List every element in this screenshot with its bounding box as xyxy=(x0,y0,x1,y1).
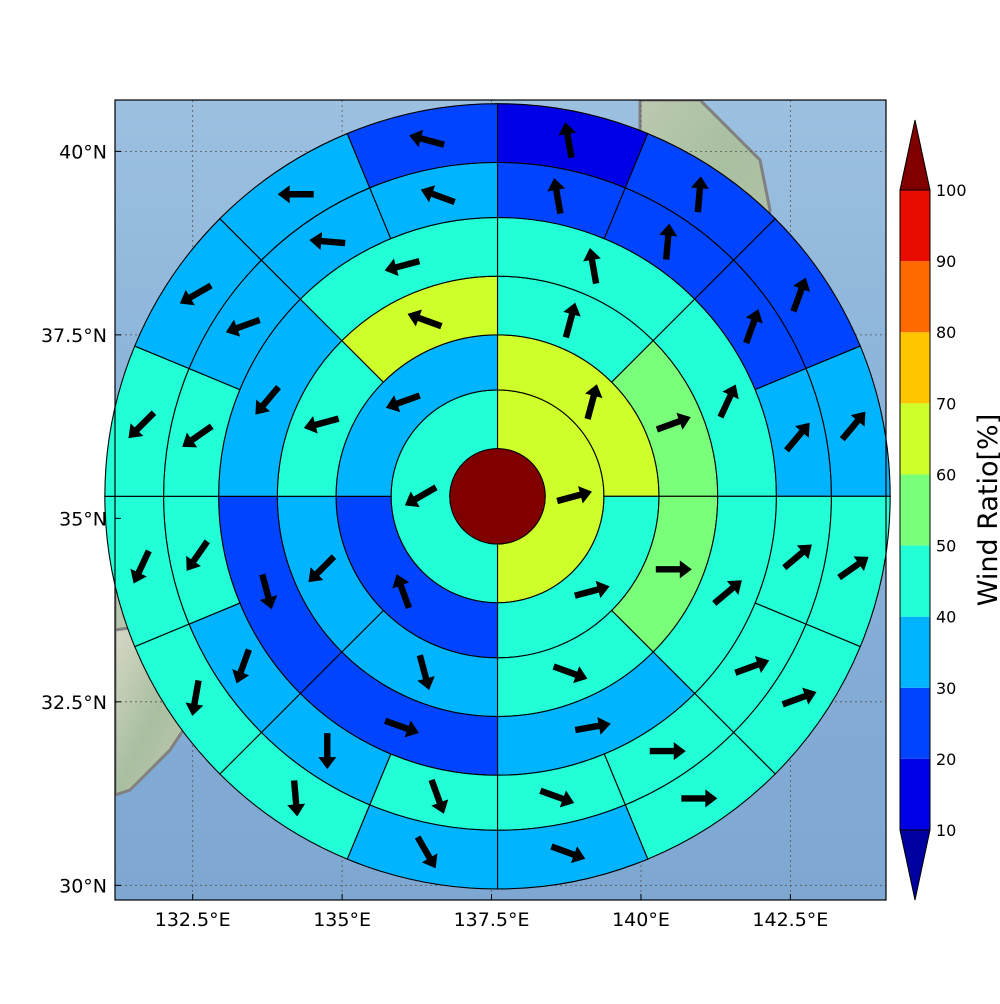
wind-arrow-r3-s3 xyxy=(574,716,611,735)
colorbar-segment-5 xyxy=(900,403,930,475)
colorbar-tick-label-5: 60 xyxy=(936,465,956,484)
wind-arrow-r1-s3 xyxy=(385,392,421,413)
wind-arrow-r5-s8 xyxy=(414,835,438,869)
colorbar-tick-label-1: 20 xyxy=(936,750,956,769)
y-tick-label-2: 35°N xyxy=(59,508,107,530)
x-tick-label-0: 132.5°E xyxy=(155,909,231,931)
wind-arrow-r1-s2 xyxy=(392,574,412,610)
colorbar-segment-3 xyxy=(900,545,930,617)
wind-arrow-r4-s12 xyxy=(182,423,214,448)
wind-arrow-r5-s15 xyxy=(409,129,445,148)
colorbar-segment-0 xyxy=(900,758,930,830)
colorbar-segment-1 xyxy=(900,687,930,759)
y-tick-label-4: 30°N xyxy=(59,875,107,897)
wind-arrow-r4-s13 xyxy=(225,316,261,337)
wind-arrow-r3-s6 xyxy=(255,384,281,415)
colorbar-segment-6 xyxy=(900,332,930,404)
colorbar-tick-label-4: 50 xyxy=(936,537,956,556)
colorbar-tick-label-9: 100 xyxy=(936,181,967,200)
wind-arrow-r5-s4 xyxy=(837,556,869,581)
y-tick-label-1: 37.5°N xyxy=(41,325,107,347)
wind-arrow-r4-s10 xyxy=(232,648,252,684)
colorbar-segment-7 xyxy=(900,261,930,333)
wind-arrow-r4-s8 xyxy=(428,778,449,814)
colorbar-tick-label-6: 70 xyxy=(936,394,956,413)
x-axis-ticks: 132.5°E 135°E 137.5°E 140°E 142.5°E xyxy=(155,894,828,931)
colorbar-segment-8 xyxy=(900,190,930,262)
x-tick-label-2: 137.5°E xyxy=(454,909,530,931)
wind-arrow-r0-s0 xyxy=(556,486,592,505)
wind-arrow-r5-s14 xyxy=(277,185,314,204)
wind-arrow-r1-s0 xyxy=(584,384,603,420)
colorbar-segment-4 xyxy=(900,474,930,546)
x-tick-label-1: 135°E xyxy=(313,909,371,931)
wind-arrow-r2-s6 xyxy=(303,415,340,434)
wind-arrow-r0-s1 xyxy=(404,484,438,508)
colorbar-segment-2 xyxy=(900,616,930,688)
wind-arrow-r4-s15 xyxy=(420,185,456,205)
sector-r5-s15 xyxy=(346,103,499,189)
wind-arrow-r2-s3 xyxy=(552,663,588,684)
wind-arrow-r4-s2 xyxy=(743,309,763,345)
wind-arrow-r5-s1 xyxy=(690,176,709,213)
colorbar-tick-label-7: 80 xyxy=(936,323,956,342)
wind-arrow-r2-s2 xyxy=(655,560,692,579)
wind-arrow-r4-s5 xyxy=(734,656,770,676)
wind-arrow-r5-s10 xyxy=(185,679,204,716)
wind-arrow-r5-s12 xyxy=(128,410,157,439)
wind-arrow-r4-s1 xyxy=(659,223,678,260)
wind-arrow-r3-s2 xyxy=(712,580,742,606)
colorbar-tick-label-8: 90 xyxy=(936,252,956,271)
wind-arrow-r5-s11 xyxy=(130,549,152,584)
wind-arrow-r1-s1 xyxy=(574,580,610,599)
wind-arrow-r4-s9 xyxy=(318,733,337,770)
wind-arrow-r2-s1 xyxy=(655,412,691,433)
wind-arrow-r2-s7 xyxy=(407,309,443,330)
wind-arrow-r2-s0 xyxy=(562,302,581,339)
colorbar-tick-label-0: 10 xyxy=(936,821,956,840)
wind-arrow-r4-s4 xyxy=(782,544,812,571)
wind-arrow-r5-s3 xyxy=(839,411,866,442)
wind-arrow-r2-s5 xyxy=(308,554,337,583)
plot-frame xyxy=(114,99,887,901)
colorbar-tick-label-2: 30 xyxy=(936,679,956,698)
wind-arrow-r4-s14 xyxy=(309,232,346,250)
wind-arrow-r5-s7 xyxy=(550,843,586,864)
wind-arrow-r5-s5 xyxy=(781,687,817,708)
y-axis-ticks: 40°N 37.5°N 35°N 32.5°N 30°N xyxy=(41,141,121,897)
wind-arrow-r3-s7 xyxy=(384,258,421,277)
y-tick-label-0: 40°N xyxy=(59,141,107,163)
wind-arrows xyxy=(128,122,869,869)
x-tick-label-4: 142.5°E xyxy=(752,909,828,931)
x-tick-label-3: 140°E xyxy=(612,909,670,931)
colorbar-outline xyxy=(899,189,931,831)
wind-arrow-r5-s13 xyxy=(179,282,213,306)
colorbar-tick-label-3: 40 xyxy=(936,608,956,627)
wind-arrow-r3-s0 xyxy=(583,248,601,285)
wind-arrow-r3-s1 xyxy=(717,384,739,419)
wind-arrow-r4-s3 xyxy=(784,422,810,453)
y-tick-label-3: 32.5°N xyxy=(41,692,107,714)
wind-arrow-r4-s7 xyxy=(539,787,575,808)
wind-arrow-r5-s2 xyxy=(790,277,811,313)
colorbar: 10 20 30 40 50 60 70 80 90 100 xyxy=(899,119,967,901)
wind-arrow-r3-s4 xyxy=(384,717,419,738)
wind-arrow-r3-s5 xyxy=(259,573,278,610)
wind-arrow-r5-s9 xyxy=(287,780,306,817)
colorbar-label: Wind Ratio[%] xyxy=(973,414,1000,606)
center-disk xyxy=(449,448,546,545)
wind-arrow-r5-s0 xyxy=(558,122,577,159)
wind-arrow-r4-s11 xyxy=(186,539,210,571)
wind-arrow-r2-s4 xyxy=(416,654,435,691)
colorbar-extend-bottom xyxy=(899,829,931,901)
colorbar-extend-top xyxy=(899,119,931,191)
wind-arrow-r5-s6 xyxy=(681,789,718,808)
wind-arrow-r4-s6 xyxy=(649,742,686,761)
wind-arrow-r4-s0 xyxy=(547,178,566,215)
